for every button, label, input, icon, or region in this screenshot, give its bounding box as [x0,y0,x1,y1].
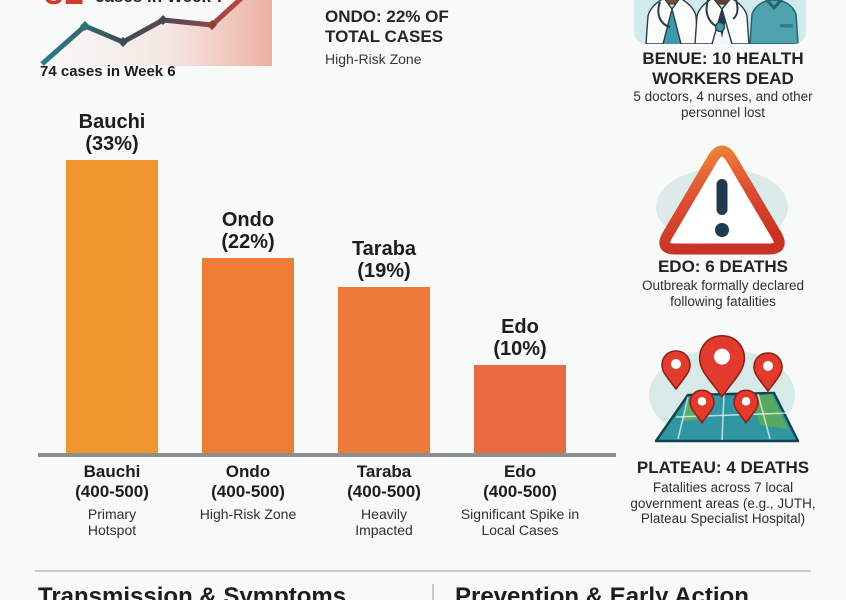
health-workers-icon [634,0,806,44]
bar-name: Edo [501,316,539,338]
axis-state-name: Taraba [356,462,412,481]
axis-case-range: (400-500) [483,482,557,501]
clipped-headline-label: cases in Week 7 [95,0,225,7]
benue-card-body: 5 doctors, 4 nurses, and other personnel… [633,89,813,120]
bar-percent: (22%) [221,231,275,253]
axis-note: High-Risk Zone [199,506,297,522]
axis-note: Heavily Impacted [355,506,413,538]
bar-name: Taraba [351,238,417,260]
bar-name: Bauchi [78,111,146,133]
bar-column-edo: Edo (10%) [450,0,590,453]
footer-divider [35,570,811,572]
bar-taraba [338,287,430,453]
trend-sparkline-chart [40,0,272,66]
sparkline-area-fill [42,0,272,66]
bar-percent: (33%) [85,133,139,155]
axis-label-taraba: Taraba (400-500) Heavily Impacted [309,462,459,538]
bar-percent: (19%) [357,260,411,282]
bar-edo [474,365,566,453]
warning-triangle-icon [656,145,788,255]
axis-case-range: (400-500) [75,482,149,501]
ondo-callout: ONDO: 22% OF TOTAL CASES High-Risk Zone [325,7,483,67]
ondo-callout-subtitle: High-Risk Zone [325,51,422,68]
axis-state-name: Ondo [225,462,271,481]
clipped-headline-number: 82 [44,0,85,13]
axis-note: Primary Hotspot [87,506,137,538]
benue-card-title: BENUE: 10 HEALTH WORKERS DEAD [642,49,804,88]
bar-column-bauchi: Bauchi (33%) [42,0,182,453]
x-axis-baseline [38,453,616,457]
axis-label-bauchi: Bauchi (400-500) Primary Hotspot [37,462,187,538]
axis-state-name: Edo [503,462,537,481]
edo-card-title: EDO: 6 DEATHS [657,257,789,276]
axis-state-name: Bauchi [83,462,141,481]
axis-case-range: (400-500) [211,482,285,501]
section-heading-prevention: Prevention & Early Action [455,583,749,600]
axis-label-edo: Edo (400-500) Significant Spike in Local… [445,462,595,538]
bar-percent: (10%) [493,338,547,360]
bar-column-ondo: Ondo (22%) [178,0,318,453]
bar-top-label: Edo (10%) [493,316,546,360]
plateau-card-body: Fatalities across 7 local government are… [630,480,816,527]
bar-top-label: Ondo (22%) [221,209,274,253]
axis-case-range: (400-500) [347,482,421,501]
footer-vertical-divider [432,584,434,600]
trend-caption: 74 cases in Week 6 [40,63,176,80]
axis-note: Significant Spike in Local Cases [460,506,580,538]
edo-card-body: Outbreak formally declared following fat… [641,278,805,309]
map-pins-icon [649,334,800,443]
plateau-card-title: PLATEAU: 4 DEATHS [636,458,810,477]
section-heading-transmission: Transmission & Symptoms [38,583,347,600]
bar-top-label: Bauchi (33%) [79,111,146,155]
bar-ondo [202,258,294,453]
bar-bauchi [66,160,158,453]
ondo-callout-title: ONDO: 22% OF TOTAL CASES [325,7,449,47]
sparkline-line [40,0,244,66]
bar-name: Ondo [221,209,275,231]
axis-label-ondo: Ondo (400-500) High-Risk Zone [173,462,323,522]
bar-top-label: Taraba (19%) [352,238,416,282]
bar-column-taraba: Taraba (19%) [314,0,454,453]
